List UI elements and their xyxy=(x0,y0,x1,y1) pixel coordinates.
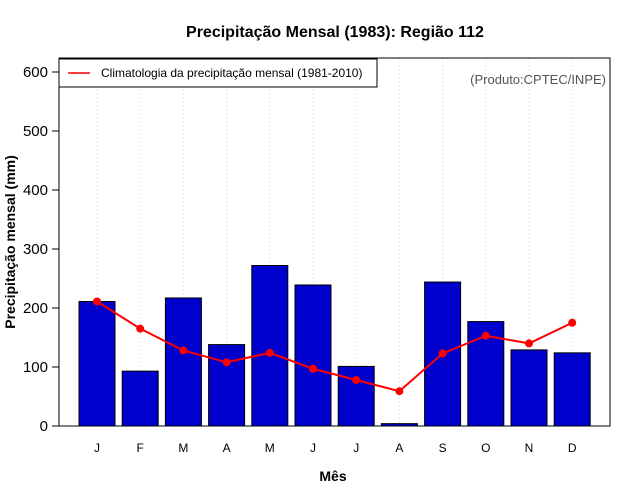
y-tick-label: 500 xyxy=(23,123,48,140)
x-tick-label: N xyxy=(525,441,534,455)
bar-10 xyxy=(510,349,548,427)
climatology-point-2 xyxy=(179,346,188,355)
x-tick-label: J xyxy=(353,441,359,455)
bar-2 xyxy=(164,297,202,427)
x-tick-label: S xyxy=(439,441,447,455)
bar-series xyxy=(78,265,591,427)
x-tick-label: D xyxy=(568,441,577,455)
x-tick-label: J xyxy=(310,441,316,455)
climatology-point-10 xyxy=(525,339,533,348)
climatology-point-1 xyxy=(136,324,145,333)
climatology-line xyxy=(96,300,573,393)
legend: Climatologia da precipitação mensal (198… xyxy=(58,58,378,88)
bar-1 xyxy=(121,370,159,427)
y-tick-label: 100 xyxy=(23,359,48,376)
climatology-series xyxy=(93,297,577,396)
chart-title: Precipitação Mensal (1983): Região 112 xyxy=(186,24,484,41)
grid-lines xyxy=(96,58,573,426)
y-axis: 0 100 200 300 400 500 600 xyxy=(23,64,59,435)
y-tick-label: 600 xyxy=(23,64,48,81)
bar-5 xyxy=(294,284,332,427)
x-tick-label: M xyxy=(178,441,188,455)
climatology-point-7 xyxy=(395,387,404,396)
x-tick-label: F xyxy=(137,441,144,455)
x-tick-label: J xyxy=(94,441,100,455)
y-tick-label: 200 xyxy=(23,300,48,317)
y-tick-label: 0 xyxy=(40,418,48,435)
bar-3 xyxy=(208,344,246,427)
bar-6 xyxy=(337,365,375,427)
climatology-point-4 xyxy=(265,348,274,357)
x-tick-label: A xyxy=(395,441,403,455)
x-tick-label: M xyxy=(265,441,275,455)
legend-box xyxy=(58,58,378,88)
legend-label: Climatologia da precipitação mensal (198… xyxy=(101,66,362,80)
y-tick-label: 400 xyxy=(23,182,48,199)
climatology-point-11 xyxy=(568,318,577,327)
bar-11 xyxy=(553,352,591,427)
credit-annotation: (Produto:CPTEC/INPE) xyxy=(470,72,606,87)
plot-frame xyxy=(58,57,611,427)
x-tick-label: A xyxy=(223,441,231,455)
y-tick-label: 300 xyxy=(23,241,48,258)
climatology-point-0 xyxy=(93,297,101,306)
y-axis-title: Precipitação mensal (mm) xyxy=(2,155,18,329)
climatology-point-3 xyxy=(222,358,231,367)
bar-4 xyxy=(251,265,289,427)
x-tick-label: O xyxy=(481,441,490,455)
climatology-point-6 xyxy=(352,375,361,384)
climatology-point-8 xyxy=(438,349,447,358)
climatology-point-9 xyxy=(481,331,490,340)
climatology-point-5 xyxy=(309,364,317,373)
bar-0 xyxy=(78,301,116,427)
x-axis-title: Mês xyxy=(319,468,346,484)
